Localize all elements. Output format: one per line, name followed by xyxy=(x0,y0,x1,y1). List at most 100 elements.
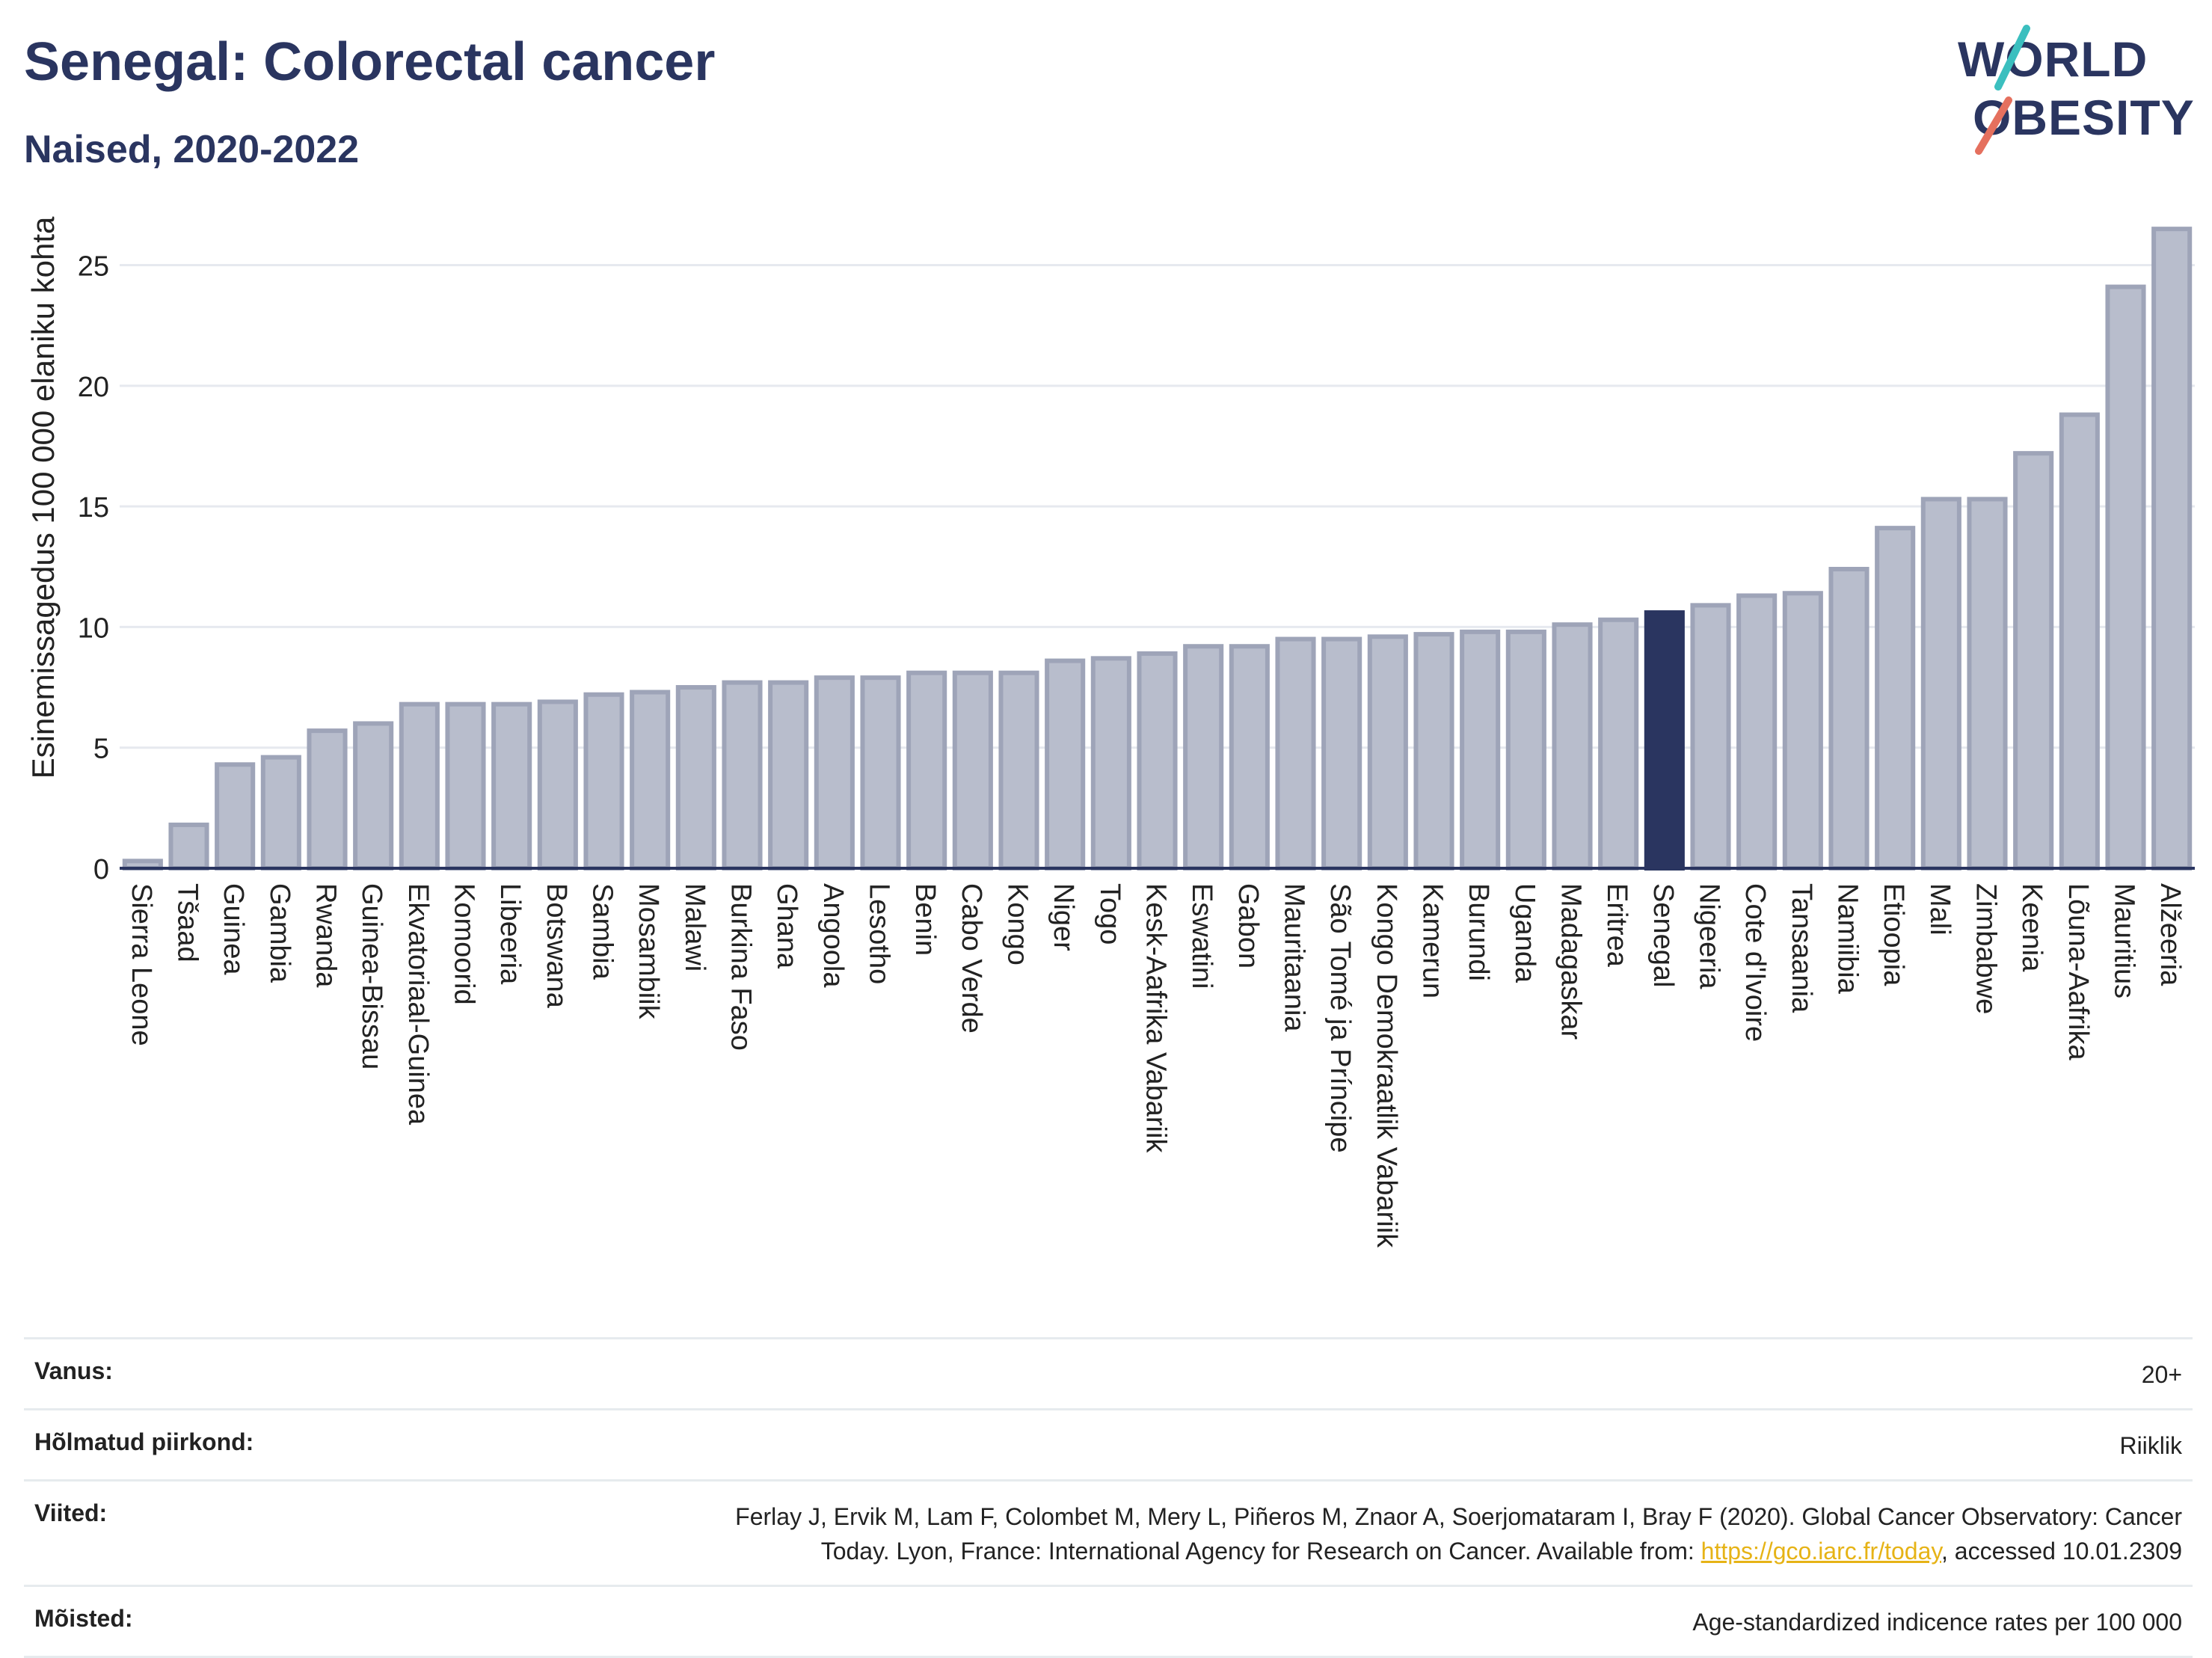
bar xyxy=(1321,636,1362,871)
bars xyxy=(122,227,2193,871)
bar xyxy=(537,699,578,871)
x-tick-label: Ghana xyxy=(771,883,802,969)
x-tick-label: Eritrea xyxy=(1601,883,1632,968)
bar xyxy=(445,701,486,871)
bar xyxy=(1090,656,1131,871)
info-value: Riiklik xyxy=(2119,1432,2182,1459)
x-tick-label: Zimbabwe xyxy=(1970,883,2002,1014)
bar xyxy=(722,680,763,871)
info-row-coverage: Hõlmatud piirkond: Riiklik xyxy=(24,1408,2193,1479)
bar xyxy=(1413,632,1454,871)
x-tick-label: Burundi xyxy=(1463,883,1494,981)
x-tick-label: Malawi xyxy=(679,883,710,971)
x-tick-label: Tansaania xyxy=(1786,883,1817,1013)
y-tick-label: 0 xyxy=(93,854,109,885)
x-tick-label: Kongo Demokraatlik Vabariik xyxy=(1371,883,1402,1248)
info-row-definitions: Mõisted: Age-standardized indicence rate… xyxy=(24,1585,2193,1658)
world-obesity-logo: WORLD OBESITY xyxy=(1958,25,2194,155)
y-tick-label: 15 xyxy=(78,492,109,524)
x-tick-labels: Sierra Leone Tšaad Guinea Gambia Rwanda Guine… xyxy=(126,883,2186,1248)
y-tick-label: 25 xyxy=(78,251,109,283)
x-tick-label: Tšaad xyxy=(172,883,203,962)
bar xyxy=(399,701,440,871)
x-tick-label: Rwanda xyxy=(310,883,342,988)
bar xyxy=(1736,593,1778,871)
x-tick-label: Alžeeria xyxy=(2154,883,2186,986)
bar xyxy=(675,685,716,871)
bar xyxy=(860,675,901,871)
bar xyxy=(1275,636,1316,871)
info-label: Mõisted: xyxy=(34,1605,133,1632)
reference-link[interactable]: https://gco.iarc.fr/today xyxy=(1701,1538,1941,1565)
bar xyxy=(168,822,209,871)
x-tick-label: Etioopia xyxy=(1878,883,1909,986)
x-tick-label: Sambia xyxy=(587,883,618,980)
x-tick-label: Senegal xyxy=(1647,883,1679,987)
bar xyxy=(1460,629,1501,871)
info-value: 20+ xyxy=(2141,1361,2182,1388)
x-tick-label: Mali xyxy=(1924,883,1956,936)
bar xyxy=(215,762,256,871)
bar xyxy=(1782,591,1823,871)
x-tick-label: São Tomé ja Príncipe xyxy=(1324,883,1356,1153)
info-value: Age-standardized indicence rates per 100… xyxy=(1692,1609,2182,1636)
bar xyxy=(1045,658,1086,871)
bar xyxy=(491,701,532,871)
bar xyxy=(307,728,348,871)
x-tick-label: Nigeeria xyxy=(1694,883,1725,989)
bar xyxy=(1598,617,1639,871)
info-row-age: Vanus: 20+ xyxy=(24,1337,2193,1408)
info-label: Vanus: xyxy=(34,1357,113,1384)
x-tick-label: Guinea-Bissau xyxy=(356,883,387,1069)
bar xyxy=(2151,227,2193,871)
bar xyxy=(1690,603,1731,871)
y-axis-label: Esinemissagedus 100 000 elaniku kohta xyxy=(25,216,61,779)
info-label: Hõlmatud piirkond: xyxy=(34,1428,254,1455)
x-tick-label: Mosambiik xyxy=(633,883,664,1020)
x-tick-label: Burkina Faso xyxy=(725,883,757,1051)
bar xyxy=(1920,497,1961,871)
x-tick-label: Lesotho xyxy=(864,883,895,984)
x-tick-label: Cote d'Ivoire xyxy=(1739,883,1771,1042)
bar xyxy=(1367,634,1408,871)
x-tick-label: Sierra Leone xyxy=(126,883,157,1046)
y-tick-label: 20 xyxy=(78,372,109,403)
page-title: Senegal: Colorectal cancer xyxy=(24,32,716,92)
x-tick-label: Kongo xyxy=(1002,883,1033,965)
x-tick-label: Ekvatoriaal-Guinea xyxy=(402,883,434,1126)
reference-text-line1: Ferlay J, Ervik M, Lam F, Colombet M, Me… xyxy=(735,1503,2182,1530)
bar xyxy=(1875,526,1916,871)
bar xyxy=(583,692,624,871)
x-tick-label: Mauritaania xyxy=(1279,883,1310,1032)
bar xyxy=(1183,644,1224,871)
bar-chart: 0 5 10 15 20 25 Sierra Leone Tšaad Guinea Gambia… xyxy=(25,216,2195,1248)
x-tick-label: Gambia xyxy=(264,883,295,983)
y-tick-labels: 0 5 10 15 20 25 xyxy=(78,251,109,885)
reference-text-tail: , accessed 10.01.2309 xyxy=(1941,1538,2182,1565)
info-table: Vanus: 20+ Hõlmatud piirkond: Riiklik Vi… xyxy=(24,1337,2193,1658)
y-tick-label: 10 xyxy=(78,612,109,644)
info-row-references: Viited: Ferlay J, Ervik M, Lam F, Colomb… xyxy=(24,1479,2193,1585)
bar xyxy=(1505,629,1546,871)
x-tick-label: Angoola xyxy=(817,883,849,988)
bar xyxy=(353,721,394,871)
svg-text:WORLD: WORLD xyxy=(1958,31,2148,87)
x-tick-label: Benin xyxy=(909,883,941,956)
x-tick-label: Lõuna-Aafrika xyxy=(2062,883,2094,1060)
bar xyxy=(1229,644,1270,871)
x-tick-label: Niger xyxy=(1048,883,1079,951)
bar xyxy=(906,670,947,871)
x-tick-label: Uganda xyxy=(1509,883,1540,983)
bar xyxy=(1967,497,2008,871)
reference-text-line2: Today. Lyon, France: International Agenc… xyxy=(820,1538,1701,1565)
x-tick-label: Komoorid xyxy=(449,883,480,1005)
x-tick-label: Togo xyxy=(1094,883,1125,945)
bar xyxy=(1644,610,1685,871)
x-tick-label: Kesk-Aafrika Vabariik xyxy=(1140,883,1172,1153)
bar xyxy=(814,675,855,871)
x-tick-label: Mauritius xyxy=(2109,883,2140,998)
x-tick-label: Botswana xyxy=(541,883,572,1009)
x-tick-label: Keenia xyxy=(2016,883,2047,972)
bar xyxy=(2105,284,2146,871)
bar xyxy=(952,670,993,871)
